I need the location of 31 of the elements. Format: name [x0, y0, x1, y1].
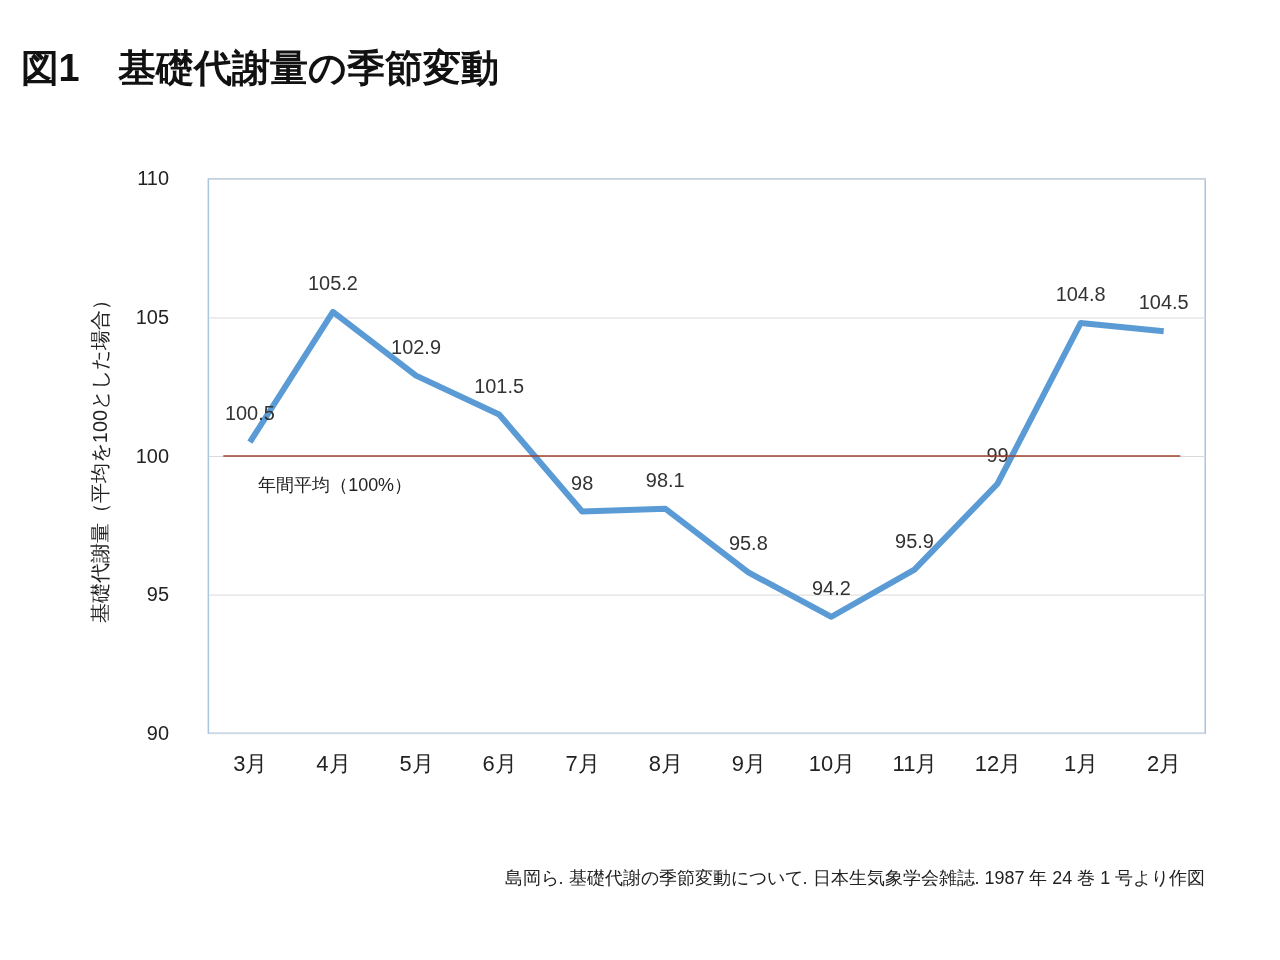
data-label: 95.8 — [728, 532, 768, 555]
y-tick-label: 100 — [135, 444, 169, 467]
y-axis-title: 基礎代謝量（平均を100とした場合） — [88, 289, 111, 624]
data-label: 98.1 — [645, 468, 685, 491]
text: 島岡ら. 基礎代謝の季節変動について. 日本生気象学会雑誌. 1987 年 24 巻 1 号より作図 — [504, 867, 1206, 888]
x-tick-label: 10月 — [808, 750, 856, 776]
x-tick-label: 8月 — [648, 750, 683, 776]
x-tick-label: 5月 — [399, 750, 434, 776]
x-tick-label: 9月 — [731, 750, 766, 776]
x-tick-label: 1月 — [1064, 750, 1099, 776]
x-tick-label: 2月 — [1147, 750, 1182, 776]
ref-line-label: 年間平均（100%） — [258, 474, 413, 495]
data-label: 104.5 — [1138, 291, 1189, 314]
x-tick-label: 6月 — [482, 750, 517, 776]
x-tick-label: 3月 — [233, 750, 268, 776]
data-label: 98 — [571, 471, 594, 494]
data-label: 104.8 — [1055, 283, 1106, 306]
x-tick-label: 12月 — [974, 750, 1022, 776]
x-tick-label: 11月 — [892, 750, 938, 776]
data-label: 101.5 — [474, 374, 525, 397]
data-label: 102.9 — [391, 335, 441, 358]
y-tick-label: 90 — [146, 721, 169, 744]
y-tick-label: 95 — [146, 583, 169, 606]
chart-title: 図1 基礎代謝量の季節変動 — [20, 47, 499, 90]
y-tick-label: 110 — [137, 167, 169, 190]
data-label: 95.9 — [895, 529, 934, 552]
y-tick-label: 105 — [135, 305, 169, 328]
data-label: 94.2 — [812, 576, 851, 599]
x-tick-label: 7月 — [565, 750, 600, 776]
data-label: 105.2 — [308, 271, 358, 294]
x-tick-label: 4月 — [316, 750, 351, 776]
